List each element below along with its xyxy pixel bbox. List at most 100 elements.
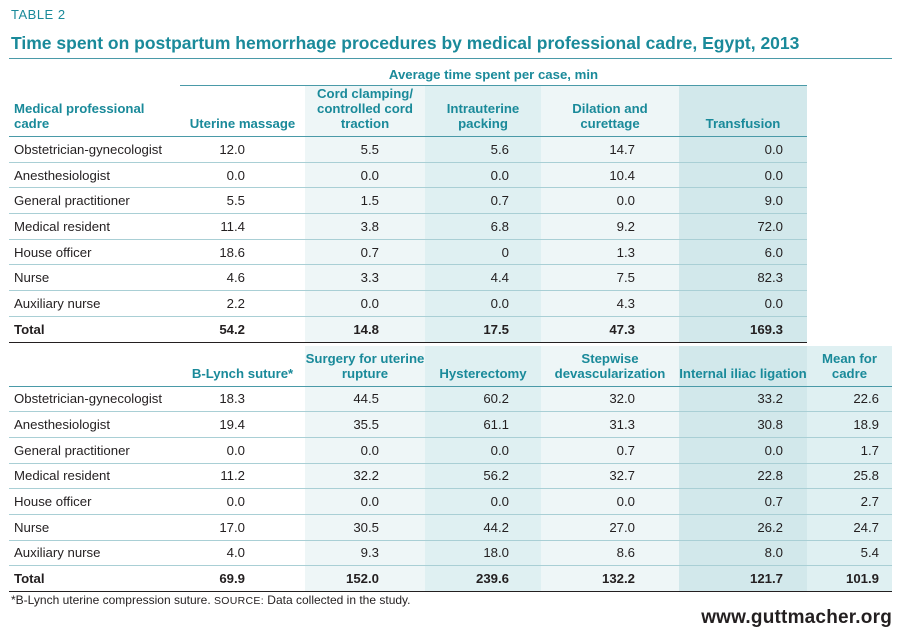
cadre-name: House officer xyxy=(9,239,180,266)
value-cell: 0.0 xyxy=(180,488,305,515)
value-cell: 14.8 xyxy=(305,316,425,343)
cadre-name: Nurse xyxy=(9,264,180,292)
value-cell: 0.0 xyxy=(679,290,807,317)
table-row: Nurse 4.6 3.3 4.4 7.5 82.3 xyxy=(9,264,807,292)
value-cell: 7.5 xyxy=(541,264,679,292)
value-cell: 54.2 xyxy=(180,316,305,343)
span-header: Average time spent per case, min xyxy=(180,63,807,86)
value-cell: 1.7 xyxy=(807,437,892,464)
value-cell: 18.6 xyxy=(180,239,305,266)
value-cell: 8.6 xyxy=(541,540,679,567)
value-cell: 5.6 xyxy=(425,136,541,163)
value-cell: 0.7 xyxy=(425,187,541,215)
cadre-name: General practitioner xyxy=(9,187,180,215)
value-cell: 12.0 xyxy=(180,136,305,163)
table-row: Auxiliary nurse 4.0 9.3 18.0 8.6 8.0 5.4 xyxy=(9,540,892,567)
value-cell: 9.3 xyxy=(305,540,425,567)
value-cell: 5.5 xyxy=(305,136,425,163)
source-label: SOURCE: xyxy=(214,595,264,607)
value-cell: 8.0 xyxy=(679,540,807,567)
column-header: Intrauterine packing xyxy=(425,85,541,137)
table-title: Time spent on postpartum hemorrhage proc… xyxy=(11,33,800,53)
value-cell: 1.5 xyxy=(305,187,425,215)
value-cell: 17.5 xyxy=(425,316,541,343)
table-body: Obstetrician-gynecologist 18.3 44.5 60.2 32.… xyxy=(9,386,892,592)
value-cell: 10.4 xyxy=(541,162,679,189)
value-cell: 22.6 xyxy=(807,386,892,413)
column-header: Transfusion xyxy=(679,85,807,137)
value-cell: 44.5 xyxy=(305,386,425,413)
table-row: Auxiliary nurse 2.2 0.0 0.0 4.3 0.0 xyxy=(9,290,807,317)
value-cell: 30.5 xyxy=(305,514,425,541)
value-cell: 14.7 xyxy=(541,136,679,163)
value-cell: 0 xyxy=(425,239,541,266)
value-cell: 47.3 xyxy=(541,316,679,343)
cadre-name: Nurse xyxy=(9,514,180,541)
cadre-name: Obstetrician-gynecologist xyxy=(9,386,180,413)
value-cell: 239.6 xyxy=(425,565,541,592)
column-header: Hysterectomy xyxy=(425,346,541,387)
footnote: *B-Lynch uterine compression suture. SOU… xyxy=(11,593,411,607)
value-cell: 30.8 xyxy=(679,411,807,438)
table-row: Medical resident 11.4 3.8 6.8 9.2 72.0 xyxy=(9,213,807,240)
cadre-name: Medical resident xyxy=(9,463,180,490)
value-cell: 44.2 xyxy=(425,514,541,541)
cadre-name: Anesthesiologist xyxy=(9,411,180,438)
value-cell: 31.3 xyxy=(541,411,679,438)
website-link[interactable]: www.guttmacher.org xyxy=(701,607,892,628)
table-row: Nurse 17.0 30.5 44.2 27.0 26.2 24.7 xyxy=(9,514,892,541)
value-cell: 0.0 xyxy=(679,162,807,189)
value-cell: 17.0 xyxy=(180,514,305,541)
value-cell: 32.0 xyxy=(541,386,679,413)
table-row: House officer 0.0 0.0 0.0 0.0 0.7 2.7 xyxy=(9,488,892,515)
column-header: Internal iliac ligation xyxy=(679,346,807,387)
value-cell: 60.2 xyxy=(425,386,541,413)
value-cell: 24.7 xyxy=(807,514,892,541)
cadre-column-header: Medical professional cadre xyxy=(9,85,180,137)
value-cell: 0.0 xyxy=(305,437,425,464)
value-cell: 4.3 xyxy=(541,290,679,317)
column-header-row: B-Lynch suture* Surgery for uterine rupt… xyxy=(9,346,892,387)
value-cell: 4.6 xyxy=(180,264,305,292)
value-cell: 1.3 xyxy=(541,239,679,266)
value-cell: 18.0 xyxy=(425,540,541,567)
table-row: House officer 18.6 0.7 0 1.3 6.0 xyxy=(9,239,807,266)
value-cell: 4.0 xyxy=(180,540,305,567)
cadre-name: Anesthesiologist xyxy=(9,162,180,189)
value-cell: 25.8 xyxy=(807,463,892,490)
value-cell: 0.0 xyxy=(679,136,807,163)
total-label: Total xyxy=(9,565,180,592)
cadre-name: Auxiliary nurse xyxy=(9,540,180,567)
value-cell: 35.5 xyxy=(305,411,425,438)
value-cell: 0.0 xyxy=(541,187,679,215)
table-row: General practitioner 0.0 0.0 0.0 0.7 0.0 1.7 xyxy=(9,437,892,464)
value-cell: 0.7 xyxy=(541,437,679,464)
value-cell: 0.0 xyxy=(180,437,305,464)
total-row: Total 69.9 152.0 239.6 132.2 121.7 101.9 xyxy=(9,565,892,592)
column-header: Surgery for uterine rupture xyxy=(305,346,425,387)
value-cell: 32.2 xyxy=(305,463,425,490)
table-body: Obstetrician-gynecologist 12.0 5.5 5.6 14.7 0… xyxy=(9,136,807,343)
value-cell: 9.0 xyxy=(679,187,807,215)
column-header: Cord clamping/ controlled cord traction xyxy=(305,85,425,137)
value-cell: 22.8 xyxy=(679,463,807,490)
value-cell: 132.2 xyxy=(541,565,679,592)
span-header-row: Average time spent per case, min xyxy=(9,63,807,86)
value-cell: 2.2 xyxy=(180,290,305,317)
value-cell: 121.7 xyxy=(679,565,807,592)
table-label: TABLE 2 xyxy=(11,7,66,22)
value-cell: 0.0 xyxy=(425,290,541,317)
value-cell: 0.7 xyxy=(679,488,807,515)
title-rule xyxy=(9,58,892,59)
table-row: Medical resident 11.2 32.2 56.2 32.7 22.8 25.8 xyxy=(9,463,892,490)
cadre-name: Medical resident xyxy=(9,213,180,240)
value-cell: 101.9 xyxy=(807,565,892,592)
column-header: Stepwise devascularization xyxy=(541,346,679,387)
value-cell: 82.3 xyxy=(679,264,807,292)
value-cell: 169.3 xyxy=(679,316,807,343)
footnote-text: *B-Lynch uterine compression suture. xyxy=(11,593,211,607)
value-cell: 19.4 xyxy=(180,411,305,438)
value-cell: 9.2 xyxy=(541,213,679,240)
total-label: Total xyxy=(9,316,180,343)
value-cell: 0.0 xyxy=(305,290,425,317)
